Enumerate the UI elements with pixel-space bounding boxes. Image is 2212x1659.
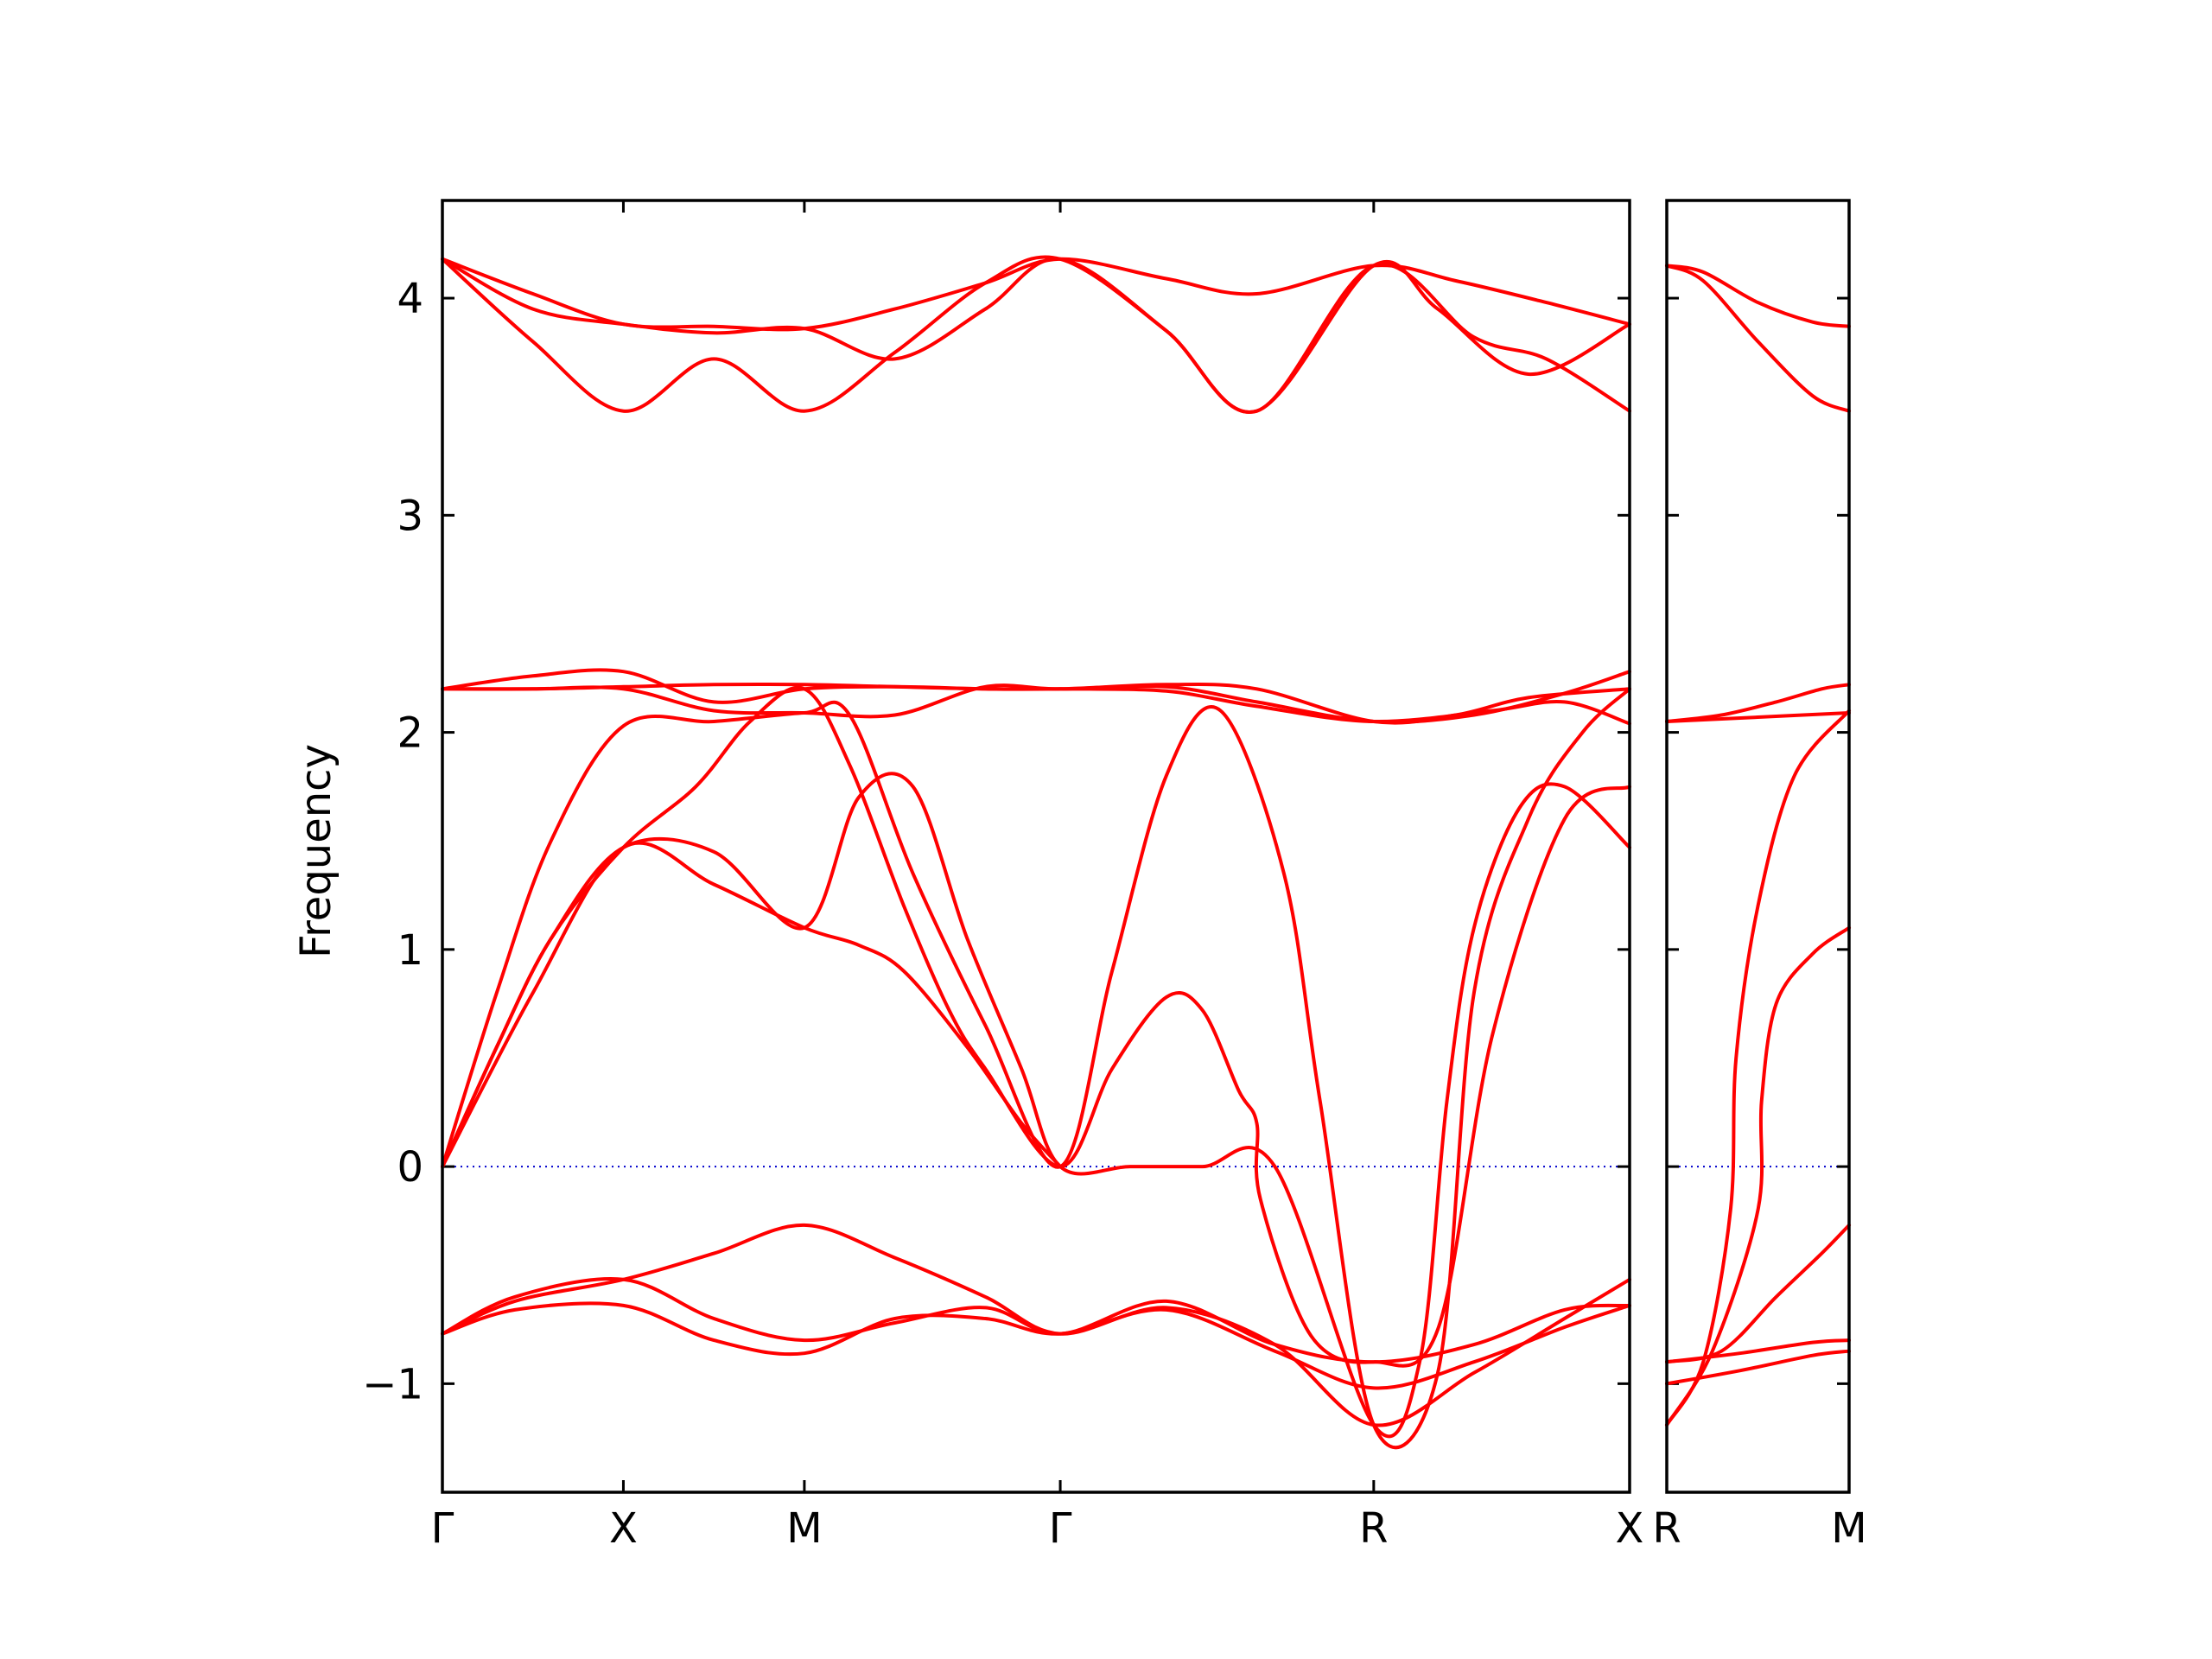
band-line-5 [1665,709,1851,1427]
plot-frame [1665,199,1851,1494]
band-line-9 [441,772,1631,1439]
band-line-2 [1665,264,1851,413]
band-line-2 [441,257,1631,415]
band-line-3 [441,255,1631,415]
x-tick-label: R [1359,1504,1388,1553]
y-tick-label: 1 [397,926,423,975]
band-line-10 [441,841,1063,1169]
band-line-8 [1665,1338,1851,1364]
x-tick-label: R [1652,1504,1681,1553]
plot-frame [441,199,1631,1494]
band-line-3 [1665,683,1851,723]
x-tick-label: Γ [431,1504,454,1553]
y-tick-label: 3 [397,492,423,540]
band-line-7 [441,687,1631,1450]
x-tick-label: X [1616,1504,1644,1553]
band-line-4 [1665,711,1851,723]
band-line-6 [1665,925,1851,1427]
band-line-13 [441,1301,1631,1390]
x-tick-label: M [786,1504,822,1553]
x-tick-label: M [1831,1504,1866,1553]
band-line-9 [1665,1349,1851,1386]
y-axis-label: Frequency [292,744,340,958]
x-tick-label: X [609,1504,638,1553]
band-line-12 [441,1277,1631,1364]
band-line-8 [441,685,1631,1368]
main-panel: −1 0 1 2 3 4 Γ X M Γ R X [362,199,1644,1553]
y-tick-label: −1 [362,1360,423,1408]
band-line-1 [1665,264,1851,328]
y-tick-label: 0 [397,1143,423,1192]
x-tick-label: Γ [1049,1504,1072,1553]
band-line-6 [441,683,1631,725]
y-tick-label: 4 [397,275,423,323]
y-tick-label: 2 [397,709,423,758]
